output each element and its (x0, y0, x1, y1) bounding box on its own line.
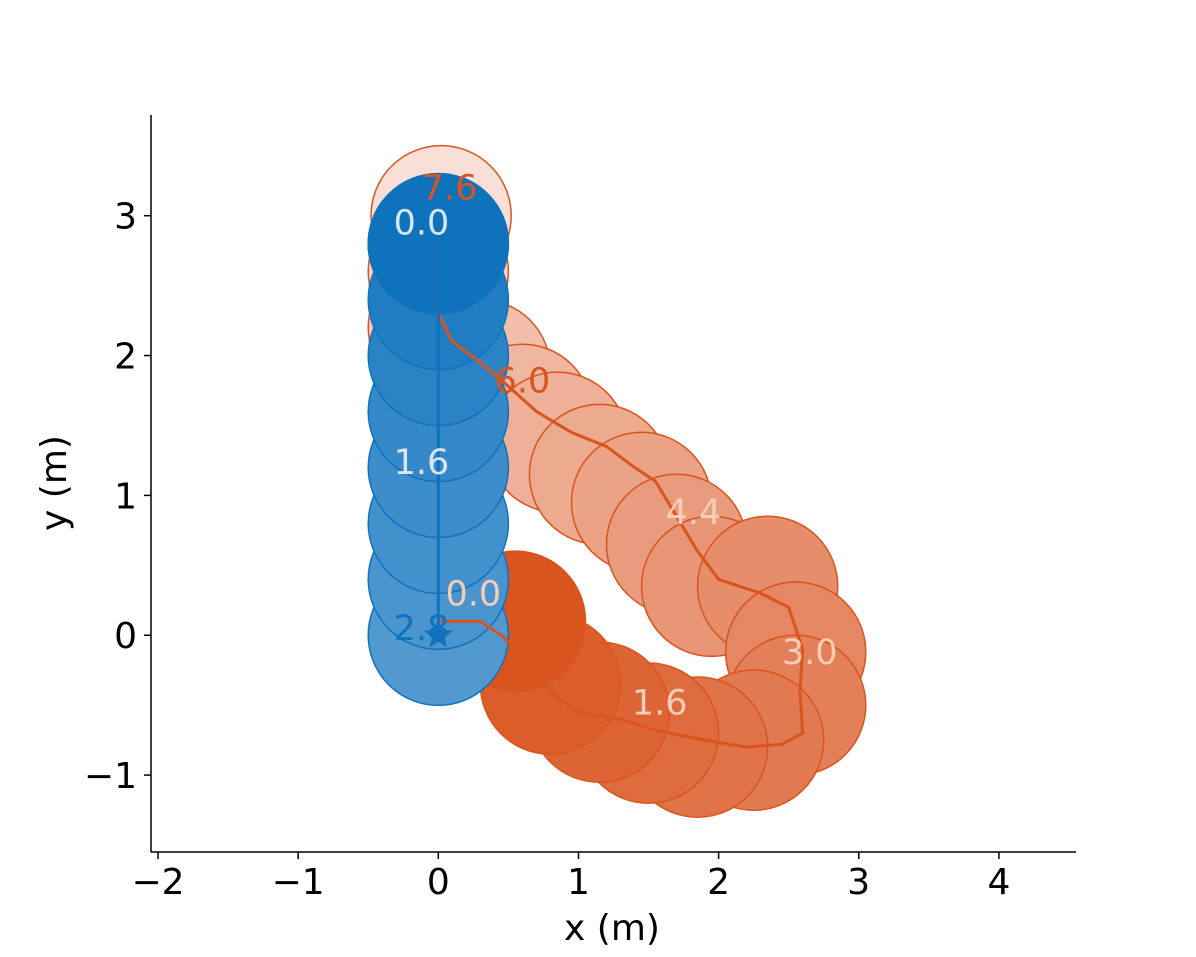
orange-agent-time-label: 4.4 (666, 493, 722, 533)
x-ticks: −2 −1 0 1 2 3 4 (131, 852, 1010, 903)
axes (150, 115, 1076, 853)
x-tick-label: −1 (272, 862, 325, 903)
blue-agent-time-label: 1.6 (394, 443, 450, 483)
blue-agent-time-label: 0.0 (394, 204, 450, 244)
y-tick-label: −1 (84, 756, 137, 797)
y-tick-label: 3 (114, 197, 137, 238)
y-axis-label: y (m) (34, 435, 75, 531)
y-tick-label: 0 (114, 616, 137, 657)
orange-agent-time-label: 1.6 (632, 683, 688, 723)
goal-star-icon (424, 620, 453, 648)
orange-agent-path (436, 215, 805, 749)
x-tick-label: 1 (567, 862, 590, 903)
y-tick-label: 2 (114, 337, 137, 378)
blue-agent-time-label: 2.8 (394, 609, 450, 649)
x-axis-label: x (m) (564, 908, 660, 949)
time-labels: 0.0 1.6 3.0 4.4 6.0 7.6 2.8 1.6 0.0 (394, 169, 838, 724)
x-tick-label: −2 (131, 862, 184, 903)
x-tick-label: 0 (427, 862, 450, 903)
x-tick-label: 3 (847, 862, 870, 903)
x-tick-label: 4 (987, 862, 1010, 903)
y-tick-label: 1 (114, 476, 137, 517)
agent-paths (424, 215, 805, 749)
x-tick-label: 2 (707, 862, 730, 903)
orange-agent-time-label: 3.0 (782, 633, 838, 673)
orange-agent-time-label: 7.6 (422, 169, 478, 209)
orange-agent-time-label: 6.0 (495, 362, 551, 402)
y-ticks: −1 0 1 2 3 (84, 197, 151, 797)
orange-agent-time-label: 0.0 (446, 574, 502, 614)
